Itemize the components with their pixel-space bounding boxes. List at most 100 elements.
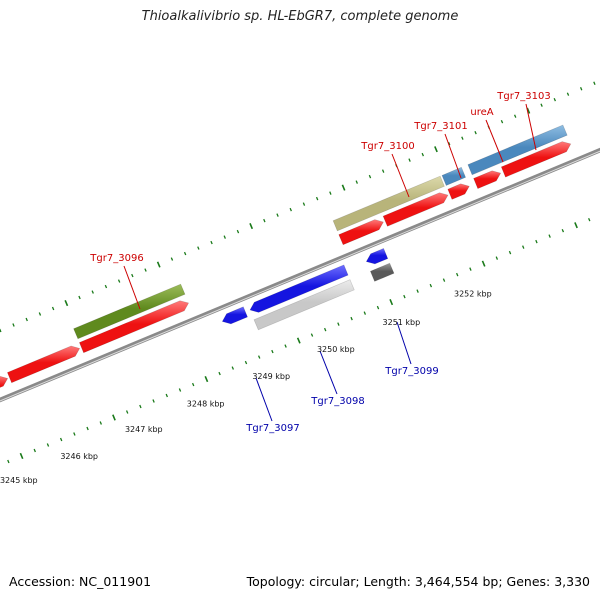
- genome-backbone-highlight: [0, 150, 600, 402]
- scale-tick: [522, 245, 525, 249]
- scale-label: 3248 kbp: [187, 399, 225, 408]
- scale-tick: [104, 284, 108, 289]
- gene-leader-line: [396, 321, 412, 365]
- scale-tick: [296, 337, 301, 344]
- scale-label: 3246 kbp: [60, 452, 98, 461]
- scale-tick: [12, 323, 15, 327]
- gene-leader-line: [444, 133, 462, 179]
- scale-tick: [46, 443, 50, 447]
- gene-label[interactable]: Tgr7_3099: [384, 366, 438, 377]
- scale-tick: [355, 180, 358, 184]
- scale-label: 3247 kbp: [125, 425, 163, 434]
- scale-tick: [350, 316, 353, 321]
- gene-label[interactable]: Tgr7_3101: [413, 121, 467, 132]
- accession-text: Accession: NC_011901: [9, 574, 152, 589]
- scale-tick: [19, 452, 24, 460]
- scale-tick: [469, 267, 472, 271]
- gene-label[interactable]: Tgr7_3097: [245, 423, 299, 434]
- gene-leader-line: [255, 377, 273, 422]
- scale-label: 3250 kbp: [317, 345, 355, 354]
- scale-tick: [51, 306, 55, 311]
- scale-tick: [271, 349, 274, 354]
- scale-tick: [231, 366, 235, 370]
- scale-tick: [310, 333, 314, 337]
- scale-tick: [368, 174, 372, 179]
- scale-tick: [315, 196, 319, 201]
- cds-forward-arrow: [0, 375, 9, 388]
- cds-reverse-arrow: [365, 248, 389, 265]
- gene-leader-line: [525, 103, 537, 151]
- scale-tick: [183, 251, 187, 256]
- topology-text: Topology: circular; Length: 3,464,554 bp…: [246, 574, 590, 589]
- scale-tick: [86, 426, 89, 431]
- scale-tick: [289, 207, 292, 212]
- cds-forward-arrow: [338, 219, 384, 246]
- scale-tick: [381, 169, 385, 173]
- scale-tick: [337, 322, 340, 326]
- cds-forward-arrow: [79, 300, 190, 354]
- scale-tick: [117, 279, 121, 283]
- scale-tick: [447, 141, 451, 146]
- cds-forward-arrow: [500, 141, 572, 178]
- gene-bar-tgr7-3096: [73, 283, 186, 340]
- scale-tick: [495, 256, 499, 260]
- scale-tick: [170, 257, 174, 261]
- scale-tick: [389, 299, 394, 306]
- gene-bar-tgr7-3103: [467, 124, 568, 176]
- scale-tick: [588, 217, 591, 222]
- scale-tick: [191, 382, 195, 387]
- gene-label[interactable]: Tgr7_3096: [89, 253, 143, 264]
- gene-bar-urea: [441, 166, 466, 186]
- cds-reverse-arrow: [221, 306, 248, 325]
- gene-label[interactable]: Tgr7_3098: [310, 396, 364, 407]
- gene-bar-tgr7-3098: [253, 279, 355, 331]
- scale-tick: [144, 268, 147, 272]
- scale-tick: [223, 235, 226, 239]
- scale-tick: [59, 437, 63, 442]
- gene-label[interactable]: Tgr7_3100: [360, 141, 414, 152]
- scale-tick: [276, 213, 279, 217]
- scale-tick: [376, 305, 380, 310]
- scale-tick: [257, 355, 261, 359]
- scale-tick: [474, 130, 477, 135]
- scale-tick: [197, 246, 200, 250]
- scale-tick: [210, 240, 213, 245]
- cds-forward-arrow: [473, 170, 502, 189]
- scale-tick: [244, 360, 248, 365]
- scale-tick: [249, 223, 254, 230]
- scale-tick: [263, 218, 266, 223]
- scale-tick: [178, 388, 182, 392]
- gene-leader-line: [485, 119, 504, 163]
- scale-tick: [284, 344, 287, 348]
- gene-leader-line: [391, 153, 410, 198]
- scale-tick: [481, 260, 486, 267]
- gene-label[interactable]: Tgr7_3103: [496, 91, 550, 102]
- scale-tick: [593, 81, 596, 85]
- scale-tick: [152, 399, 155, 403]
- scale-tick: [513, 114, 517, 118]
- scale-tick: [38, 312, 42, 316]
- scale-tick: [421, 152, 424, 157]
- scale-tick: [204, 375, 209, 383]
- scale-tick: [329, 191, 332, 195]
- scale-tick: [553, 97, 557, 102]
- scale-tick: [125, 410, 129, 414]
- cds-forward-arrow: [382, 192, 449, 227]
- scale-tick: [566, 92, 570, 96]
- scale-tick: [540, 103, 543, 107]
- gene-label[interactable]: ureA: [470, 107, 493, 118]
- scale-tick: [456, 272, 459, 277]
- cds-forward-arrow: [447, 183, 470, 200]
- scale-tick: [99, 421, 102, 425]
- scale-tick: [429, 283, 433, 288]
- scale-tick: [574, 222, 578, 229]
- scale-tick: [236, 229, 240, 234]
- scale-tick: [139, 404, 142, 409]
- scale-label: 3245 kbp: [0, 476, 38, 485]
- scale-tick: [131, 273, 134, 278]
- scale-tick: [25, 317, 28, 322]
- gene-leader-line: [123, 265, 141, 310]
- gene-bar-tgr7-3099: [370, 262, 395, 282]
